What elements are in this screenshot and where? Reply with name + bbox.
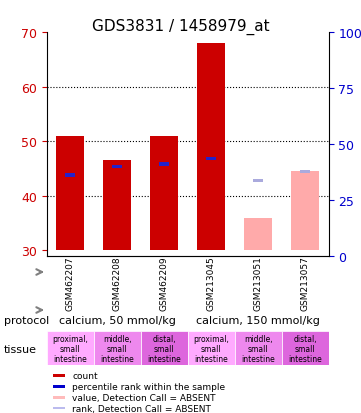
Text: proximal,
small
intestine: proximal, small intestine (193, 334, 229, 363)
Text: count: count (72, 371, 98, 380)
Text: calcium, 150 mmol/kg: calcium, 150 mmol/kg (196, 316, 320, 325)
Bar (53, 396, 65, 399)
Text: GSM462208: GSM462208 (113, 256, 122, 310)
Text: protocol: protocol (4, 316, 49, 325)
FancyBboxPatch shape (235, 332, 282, 366)
FancyBboxPatch shape (141, 332, 188, 366)
Bar (112, 166, 122, 169)
Text: distal,
small
intestine: distal, small intestine (147, 334, 181, 363)
Text: proximal,
small
intestine: proximal, small intestine (52, 334, 88, 363)
Bar (65, 174, 75, 177)
Text: GSM213051: GSM213051 (254, 256, 262, 310)
Bar (53, 374, 65, 377)
Text: middle,
small
intestine: middle, small intestine (100, 334, 134, 363)
Text: GSM462209: GSM462209 (160, 256, 169, 310)
FancyBboxPatch shape (94, 332, 141, 366)
Text: calcium, 50 mmol/kg: calcium, 50 mmol/kg (59, 316, 176, 325)
Bar (53, 385, 65, 388)
Bar (253, 180, 263, 183)
Bar (150, 136, 178, 251)
Text: GSM213057: GSM213057 (301, 256, 309, 310)
Text: middle,
small
intestine: middle, small intestine (241, 334, 275, 363)
Text: distal,
small
intestine: distal, small intestine (288, 334, 322, 363)
FancyBboxPatch shape (282, 332, 329, 366)
Text: GDS3831 / 1458979_at: GDS3831 / 1458979_at (92, 19, 269, 35)
FancyBboxPatch shape (188, 332, 235, 366)
Bar (206, 158, 216, 161)
Text: percentile rank within the sample: percentile rank within the sample (72, 382, 225, 391)
Text: GSM462207: GSM462207 (66, 256, 75, 310)
Text: rank, Detection Call = ABSENT: rank, Detection Call = ABSENT (72, 404, 211, 413)
Bar (197, 44, 225, 251)
Text: GSM213045: GSM213045 (207, 256, 216, 310)
Bar (244, 218, 272, 251)
Text: value, Detection Call = ABSENT: value, Detection Call = ABSENT (72, 393, 216, 402)
Bar (53, 407, 65, 409)
Bar (103, 161, 131, 251)
Text: tissue: tissue (4, 344, 36, 354)
Bar (159, 163, 169, 166)
Bar (56, 136, 84, 251)
FancyBboxPatch shape (47, 332, 94, 366)
Bar (300, 171, 310, 173)
Bar (291, 172, 319, 251)
